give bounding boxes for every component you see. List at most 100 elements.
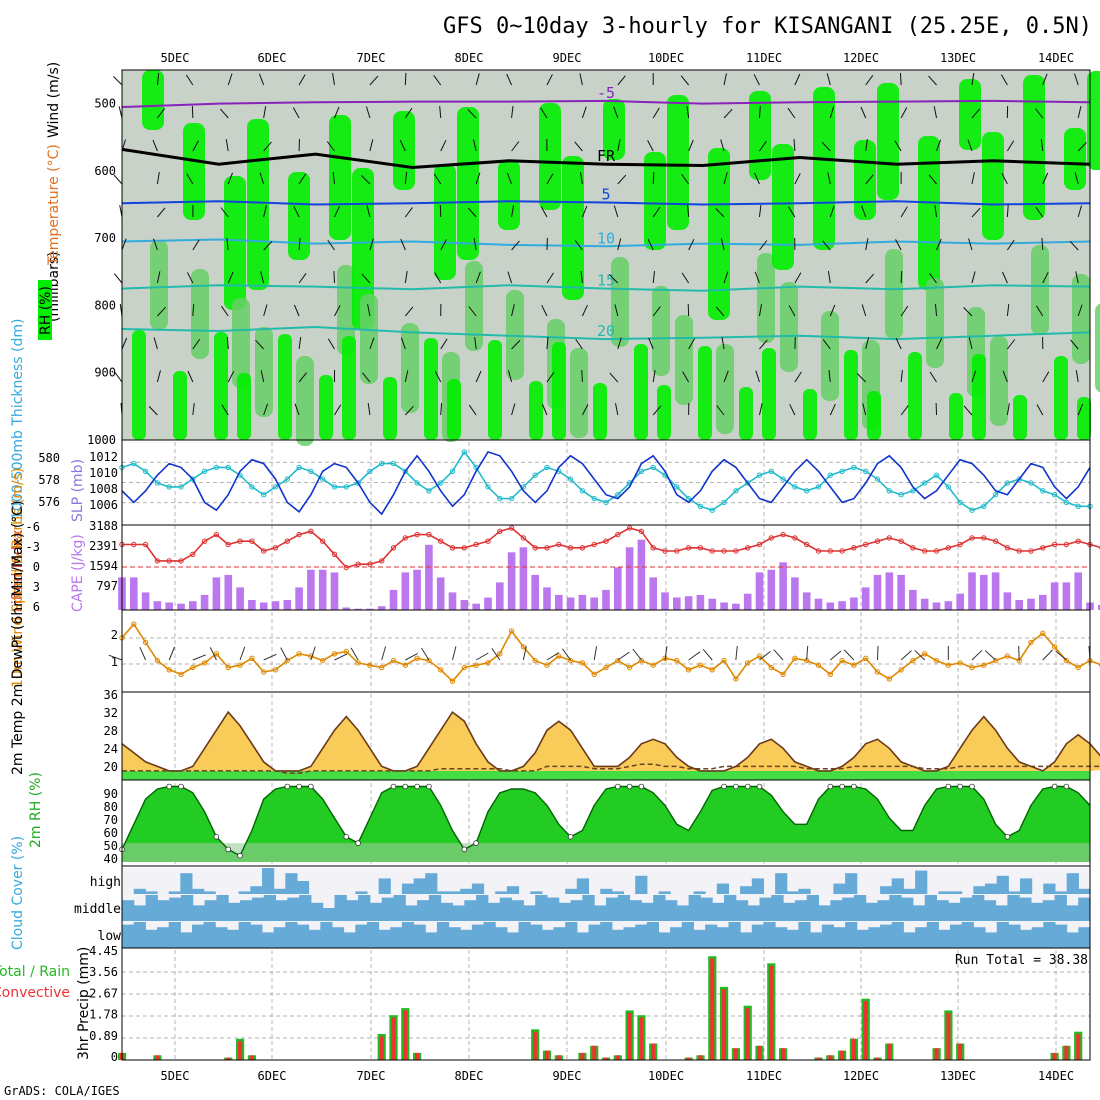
- rh-mid-region: [296, 356, 314, 446]
- thickness-series-point: [981, 503, 987, 509]
- wind-barb: [1041, 237, 1044, 251]
- cloud-cell-high: [495, 891, 508, 894]
- cloud-cell-middle: [322, 908, 335, 921]
- wind-barb: [293, 304, 300, 317]
- wind-barb: [754, 271, 760, 284]
- lifted-index-series-point: [379, 558, 385, 564]
- cloud-cell-low: [845, 922, 858, 948]
- cloud-row-label: high: [90, 875, 121, 890]
- wind-barb: [298, 74, 306, 86]
- cloud-cell-high: [635, 875, 648, 894]
- thickness-series-point: [745, 480, 751, 486]
- cloud-cell-middle: [783, 902, 796, 921]
- wind-barb: [822, 339, 831, 350]
- cloud-cell-low: [1078, 927, 1091, 948]
- cloud-cell-high: [973, 886, 986, 894]
- wind-barb: [862, 403, 867, 416]
- cape-bar: [873, 574, 882, 610]
- wind-barb: [581, 304, 588, 317]
- precip-convective-bar: [875, 1057, 880, 1060]
- rh-mid-region: [360, 294, 378, 384]
- lifted-index-series-point: [261, 548, 267, 554]
- rh-high-region: [142, 70, 164, 130]
- rh-mid-region: [232, 298, 250, 388]
- cape-bar: [720, 602, 728, 610]
- rh-low-region: [529, 381, 543, 440]
- cape-bar: [1074, 572, 1082, 610]
- wind-barb: [971, 271, 976, 284]
- cloud-cell-middle: [334, 895, 347, 921]
- wind-barb: [928, 174, 937, 185]
- cloud-cell-high: [985, 883, 998, 894]
- wind-barb: [467, 109, 477, 119]
- lifted-index-series-point: [721, 548, 727, 554]
- cloud-cell-high: [238, 891, 251, 894]
- wind-barb: [434, 272, 442, 284]
- rh-high-region: [393, 111, 415, 190]
- lifted-index-series-point: [685, 545, 692, 551]
- wind-barb: [828, 370, 831, 383]
- day-label-bottom: 10DEC: [648, 1069, 684, 1083]
- cloud-cell-middle: [157, 900, 170, 921]
- lifted-index-series-point: [284, 538, 290, 544]
- rh-mid-region: [1095, 303, 1100, 393]
- rh-point: [733, 783, 739, 790]
- wind-barb: [258, 73, 265, 86]
- rh-mid-region: [191, 269, 209, 359]
- surface-wind-barb: [405, 652, 418, 661]
- cloud-cell-middle: [688, 895, 701, 921]
- cloud-cell-middle: [582, 895, 595, 921]
- cloud-cell-low: [576, 932, 589, 948]
- wind-speed-series-point: [320, 657, 326, 664]
- precip-convective-bar: [745, 1008, 750, 1060]
- precip-tick-label: 3.56: [89, 965, 118, 979]
- wind-barb: [652, 271, 655, 284]
- rh-point: [284, 783, 291, 790]
- wind-barb: [404, 107, 413, 119]
- cloud-cell-low: [565, 922, 578, 948]
- wind-barb: [263, 205, 267, 218]
- day-label-top: 9DEC: [553, 51, 582, 65]
- wind-barb: [617, 139, 621, 152]
- wind-barb: [687, 204, 690, 218]
- wind-barb: [369, 75, 379, 86]
- wind-speed-series-point: [497, 651, 503, 657]
- rh-high-region: [877, 83, 899, 200]
- cloud-cell-low: [693, 929, 706, 948]
- cape-bar: [1003, 592, 1012, 610]
- wind-barb: [609, 372, 619, 383]
- rh2m-axis-label: 2m RH (%): [28, 772, 44, 848]
- cloud-cell-middle: [665, 900, 678, 921]
- cape-bar: [366, 608, 374, 610]
- wind-barb: [759, 140, 767, 152]
- wind-barb: [929, 273, 937, 284]
- cloud-cell-middle: [440, 902, 453, 921]
- thickness-series-point: [213, 464, 220, 471]
- wind-barb: [865, 174, 874, 185]
- wind-barb: [1040, 139, 1044, 152]
- precip-tick-label: 4.45: [89, 944, 118, 958]
- thickness-series-point: [650, 464, 656, 471]
- lifted-index-series-point: [768, 535, 774, 541]
- rh-point: [851, 783, 857, 790]
- thickness-series-point: [638, 468, 645, 474]
- precip-convective-bar: [226, 1057, 231, 1060]
- precip-convective-bar: [1076, 1034, 1081, 1060]
- day-label-bottom: 11DEC: [746, 1069, 782, 1083]
- temp-axis-label: 2m Temp 2m DewPt (6hr Min/Max) (°C): [10, 500, 26, 775]
- surface-wind-barb: [239, 646, 246, 661]
- surface-wind-barb: [1042, 649, 1053, 661]
- cloud-cell-low: [646, 922, 659, 948]
- cape-bar: [519, 547, 528, 610]
- wind-barb: [715, 208, 725, 218]
- li-tick-label: -6: [26, 520, 40, 534]
- wind-barb: [298, 372, 307, 383]
- wind-barb: [826, 73, 831, 86]
- wind-barb: [900, 405, 909, 416]
- precip-convective-bar: [757, 1045, 762, 1060]
- thickness-series-point: [497, 495, 503, 502]
- wind-barb: [1042, 371, 1050, 383]
- thickness-series-point: [721, 499, 727, 506]
- cloud-cell-high: [833, 883, 846, 894]
